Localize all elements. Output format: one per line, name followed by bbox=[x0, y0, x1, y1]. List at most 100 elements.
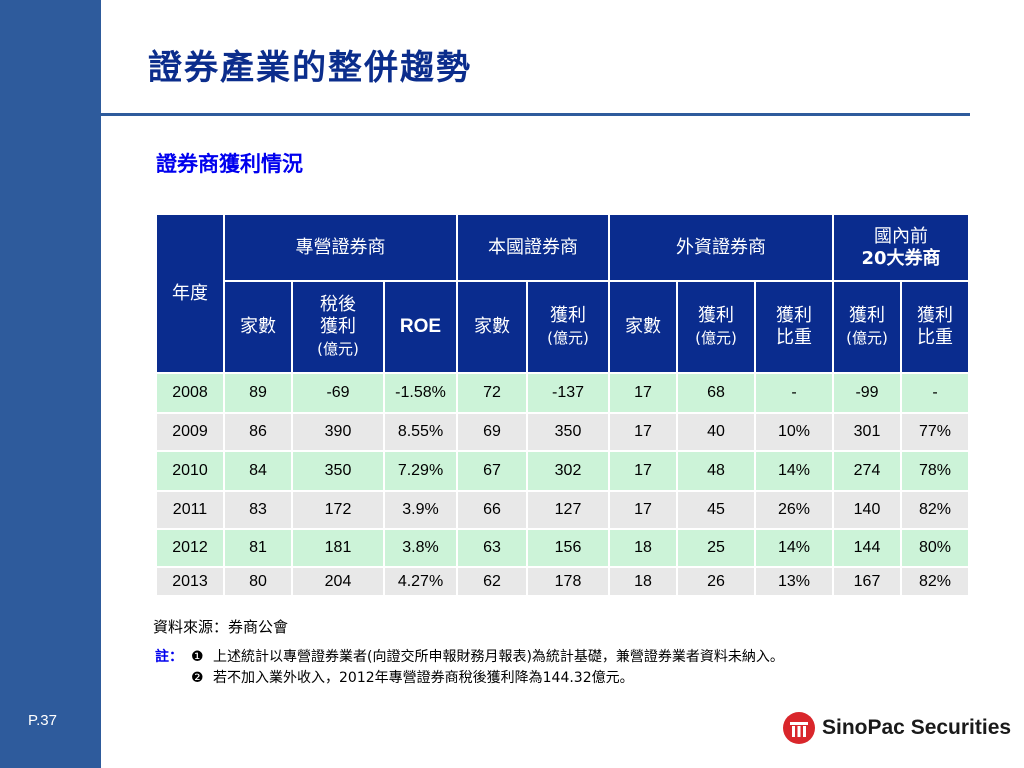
logo-text: SinoPac Securities bbox=[822, 716, 1012, 739]
cell-foreign-share: 26% bbox=[754, 490, 834, 530]
cell-roe: 3.8% bbox=[383, 528, 458, 568]
profit-table: 年度 專營證券商 本國證券商 外資證券商 國內前 20大券商 家數 稅後 獲利 … bbox=[155, 213, 970, 597]
cell-dealer-count: 86 bbox=[223, 412, 293, 452]
title-divider bbox=[101, 113, 970, 116]
cell-local-profit: 127 bbox=[526, 490, 610, 530]
cell-top20-share: 82% bbox=[900, 566, 970, 597]
cell-top20-profit: 274 bbox=[832, 450, 902, 492]
sidebar-accent-line bbox=[34, 113, 101, 116]
sinopac-logo-icon bbox=[783, 712, 815, 744]
cell-local-count: 67 bbox=[456, 450, 528, 492]
cell-after-tax-profit: 350 bbox=[291, 450, 385, 492]
company-logo: SinoPac Securities bbox=[782, 711, 1011, 745]
table-row: 2010 84 350 7.29% 67 302 17 48 14% 274 78% bbox=[155, 450, 970, 492]
footnotes: 註： ❶ 上述統計以專營證券業者(向證交所申報財務月報表)為統計基礎，兼營證券業者資… bbox=[155, 647, 784, 689]
footnote-text: 若不加入業外收入，2012年專營證券商稅後獲利降為144.32億元。 bbox=[213, 670, 634, 686]
footnote-1: 註： ❶ 上述統計以專營證券業者(向證交所申報財務月報表)為統計基礎，兼營證券業者資… bbox=[155, 647, 784, 668]
cell-local-profit: 156 bbox=[526, 528, 610, 568]
header-foreign-profit: 獲利 (億元) bbox=[676, 280, 756, 374]
cell-foreign-profit: 40 bbox=[676, 412, 756, 452]
cell-year: 2011 bbox=[155, 490, 225, 530]
cell-after-tax-profit: 181 bbox=[291, 528, 385, 568]
cell-roe: 4.27% bbox=[383, 566, 458, 597]
cell-roe: 7.29% bbox=[383, 450, 458, 492]
cell-year: 2012 bbox=[155, 528, 225, 568]
cell-foreign-count: 17 bbox=[608, 372, 678, 414]
header-year: 年度 bbox=[155, 213, 225, 374]
cell-foreign-profit: 45 bbox=[676, 490, 756, 530]
cell-top20-profit: -99 bbox=[832, 372, 902, 414]
header-local-count: 家數 bbox=[456, 280, 528, 374]
footnote-text: 上述統計以專營證券業者(向證交所申報財務月報表)為統計基礎，兼營證券業者資料未納… bbox=[213, 649, 784, 665]
cell-top20-share: 80% bbox=[900, 528, 970, 568]
cell-dealer-count: 84 bbox=[223, 450, 293, 492]
cell-top20-share: 82% bbox=[900, 490, 970, 530]
header-local-profit: 獲利 (億元) bbox=[526, 280, 610, 374]
header-top20-share: 獲利 比重 bbox=[900, 280, 970, 374]
cell-roe: -1.58% bbox=[383, 372, 458, 414]
cell-local-profit: 178 bbox=[526, 566, 610, 597]
table-row: 2012 81 181 3.8% 63 156 18 25 14% 144 80% bbox=[155, 528, 970, 568]
cell-after-tax-profit: 390 bbox=[291, 412, 385, 452]
cell-foreign-profit: 68 bbox=[676, 372, 756, 414]
cell-local-profit: -137 bbox=[526, 372, 610, 414]
cell-dealer-count: 83 bbox=[223, 490, 293, 530]
cell-local-count: 69 bbox=[456, 412, 528, 452]
cell-year: 2010 bbox=[155, 450, 225, 492]
data-source: 資料來源：券商公會 bbox=[153, 618, 289, 636]
header-foreign-brokers: 外資證券商 bbox=[608, 213, 834, 282]
cell-roe: 3.9% bbox=[383, 490, 458, 530]
cell-year: 2013 bbox=[155, 566, 225, 597]
cell-dealer-count: 89 bbox=[223, 372, 293, 414]
section-subtitle: 證券商獲利情況 bbox=[156, 152, 303, 176]
cell-foreign-profit: 25 bbox=[676, 528, 756, 568]
cell-local-count: 72 bbox=[456, 372, 528, 414]
cell-dealer-count: 80 bbox=[223, 566, 293, 597]
cell-year: 2009 bbox=[155, 412, 225, 452]
cell-foreign-share: 14% bbox=[754, 528, 834, 568]
cell-after-tax-profit: 172 bbox=[291, 490, 385, 530]
cell-foreign-share: - bbox=[754, 372, 834, 414]
cell-foreign-share: 13% bbox=[754, 566, 834, 597]
cell-top20-profit: 144 bbox=[832, 528, 902, 568]
cell-top20-share: - bbox=[900, 372, 970, 414]
cell-dealer-count: 81 bbox=[223, 528, 293, 568]
cell-year: 2008 bbox=[155, 372, 225, 414]
header-dealer-count: 家數 bbox=[223, 280, 293, 374]
header-roe: ROE bbox=[383, 280, 458, 374]
cell-local-count: 66 bbox=[456, 490, 528, 530]
cell-foreign-share: 10% bbox=[754, 412, 834, 452]
footnote-marker: ❷ bbox=[191, 670, 204, 686]
header-top20: 國內前 20大券商 bbox=[832, 213, 970, 282]
cell-after-tax-profit: 204 bbox=[291, 566, 385, 597]
cell-local-profit: 302 bbox=[526, 450, 610, 492]
cell-top20-share: 77% bbox=[900, 412, 970, 452]
footnote-marker: ❶ bbox=[191, 649, 204, 665]
cell-top20-share: 78% bbox=[900, 450, 970, 492]
header-local-brokers: 本國證券商 bbox=[456, 213, 610, 282]
cell-foreign-share: 14% bbox=[754, 450, 834, 492]
page-number: P.37 bbox=[28, 712, 57, 729]
page-title: 證券產業的整併趨勢 bbox=[148, 48, 472, 88]
header-domestic-dealer: 專營證券商 bbox=[223, 213, 458, 282]
cell-local-profit: 350 bbox=[526, 412, 610, 452]
table-row: 2009 86 390 8.55% 69 350 17 40 10% 301 77% bbox=[155, 412, 970, 452]
cell-foreign-profit: 48 bbox=[676, 450, 756, 492]
cell-local-count: 62 bbox=[456, 566, 528, 597]
footnote-label: 註： bbox=[155, 649, 183, 665]
table-row: 2008 89 -69 -1.58% 72 -137 17 68- -99- bbox=[155, 372, 970, 414]
cell-top20-profit: 301 bbox=[832, 412, 902, 452]
cell-foreign-count: 17 bbox=[608, 412, 678, 452]
cell-foreign-count: 17 bbox=[608, 450, 678, 492]
footnote-2: ❷ 若不加入業外收入，2012年專營證券商稅後獲利降為144.32億元。 bbox=[155, 668, 784, 689]
sidebar bbox=[0, 0, 101, 768]
cell-after-tax-profit: -69 bbox=[291, 372, 385, 414]
cell-top20-profit: 140 bbox=[832, 490, 902, 530]
cell-foreign-count: 18 bbox=[608, 566, 678, 597]
header-foreign-count: 家數 bbox=[608, 280, 678, 374]
cell-roe: 8.55% bbox=[383, 412, 458, 452]
header-after-tax-profit: 稅後 獲利 (億元) bbox=[291, 280, 385, 374]
header-top20-profit: 獲利 (億元) bbox=[832, 280, 902, 374]
cell-foreign-profit: 26 bbox=[676, 566, 756, 597]
cell-top20-profit: 167 bbox=[832, 566, 902, 597]
